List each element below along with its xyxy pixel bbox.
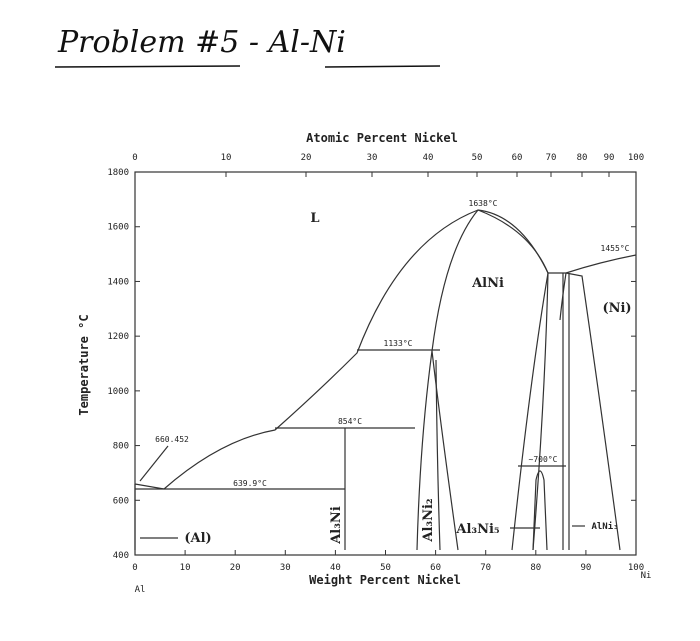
bottom-tick-label: 100 bbox=[628, 563, 644, 573]
plot-frame bbox=[134, 171, 637, 556]
annotation: 1638°C bbox=[469, 199, 498, 208]
bottom-tick-label: 70 bbox=[480, 563, 491, 573]
page-title: Problem #5 - Al-Ni bbox=[57, 25, 346, 60]
top-tick-label: 40 bbox=[423, 153, 434, 163]
annotation: 854°C bbox=[338, 417, 362, 426]
region-label: (Al) bbox=[184, 531, 211, 546]
bottom-tick-label: 0 bbox=[132, 563, 137, 573]
bottom-tick-label: 10 bbox=[180, 563, 191, 573]
top-tick-label: 60 bbox=[512, 153, 523, 163]
region-label: AlNi bbox=[471, 276, 504, 291]
top-tick-label: 0 bbox=[132, 153, 137, 163]
left-tick-label: 1400 bbox=[107, 277, 129, 287]
top-tick-label: 90 bbox=[604, 153, 615, 163]
region-label: Al₃Ni₅ bbox=[455, 522, 500, 537]
left-tick-label: 1000 bbox=[107, 387, 129, 397]
element-label: Ni bbox=[641, 571, 652, 581]
bottom-tick-label: 60 bbox=[430, 563, 441, 573]
left-tick-label: 400 bbox=[113, 551, 129, 561]
region-label: AlNi₃ bbox=[591, 521, 618, 532]
bottom-tick-label: 30 bbox=[280, 563, 291, 573]
bottom-tick-label: 40 bbox=[330, 563, 341, 573]
left-tick-label: 1200 bbox=[107, 332, 129, 342]
annotation: 639.9°C bbox=[233, 479, 267, 488]
left-tick-label: 1600 bbox=[107, 223, 129, 233]
annotation: 660.452 bbox=[155, 435, 189, 444]
top-tick-label: 100 bbox=[628, 153, 644, 163]
region-label: L bbox=[310, 211, 319, 226]
title-underline bbox=[324, 65, 441, 68]
top-tick-label: 10 bbox=[221, 153, 232, 163]
annotation: 1455°C bbox=[601, 244, 630, 253]
left-tick-label: 600 bbox=[113, 496, 129, 506]
top-tick-label: 80 bbox=[577, 153, 588, 163]
region-label: Al₃Ni₂ bbox=[421, 498, 436, 542]
top-tick-label: 70 bbox=[546, 153, 557, 163]
top-axis-label: Atomic Percent Nickel bbox=[306, 131, 458, 145]
bottom-tick-label: 90 bbox=[580, 563, 591, 573]
top-tick-label: 20 bbox=[301, 153, 312, 163]
annotation: 1133°C bbox=[384, 339, 413, 348]
bottom-tick-label: 50 bbox=[380, 563, 391, 573]
phase-boundaries bbox=[134, 209, 637, 551]
bottom-axis-label: Weight Percent Nickel bbox=[309, 573, 461, 587]
left-axis-label: Temperature °C bbox=[77, 314, 91, 415]
bottom-tick-label: 20 bbox=[230, 563, 241, 573]
top-tick-label: 50 bbox=[472, 153, 483, 163]
region-label: Al₃Ni bbox=[329, 506, 344, 545]
top-tick-label: 30 bbox=[367, 153, 378, 163]
title-underline bbox=[54, 65, 241, 68]
left-tick-label: 800 bbox=[113, 442, 129, 452]
element-label: Al bbox=[135, 585, 146, 595]
region-label: (Ni) bbox=[602, 301, 631, 316]
left-tick-label: 1800 bbox=[107, 168, 129, 178]
annotation: ~700°C bbox=[529, 455, 558, 464]
bottom-tick-label: 80 bbox=[530, 563, 541, 573]
